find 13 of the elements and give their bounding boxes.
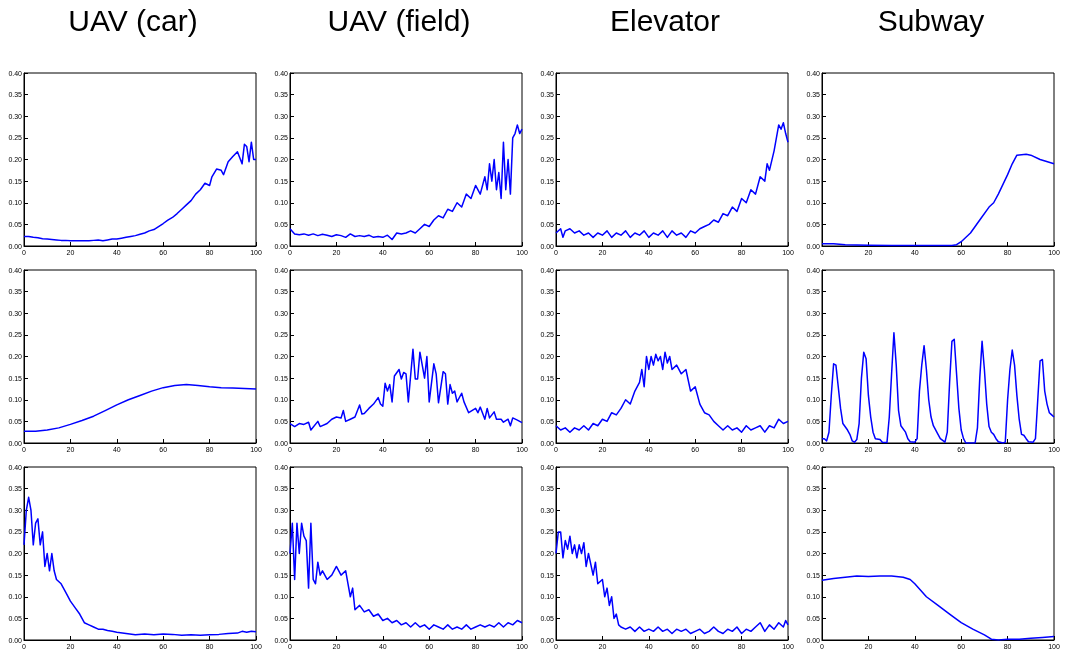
line-series [23, 496, 257, 636]
line-series [289, 522, 523, 630]
line-series [555, 351, 789, 433]
chart-title: UAV (field) [327, 3, 471, 37]
line-series [555, 121, 789, 239]
chart-title: UAV (car) [68, 3, 198, 37]
chart-title: Subway [877, 3, 985, 37]
line-series [555, 531, 789, 635]
line-series [23, 141, 257, 242]
line-series [23, 383, 257, 433]
chart-title: Elevator [609, 3, 721, 37]
line-series [289, 348, 523, 431]
line-series [289, 124, 523, 241]
